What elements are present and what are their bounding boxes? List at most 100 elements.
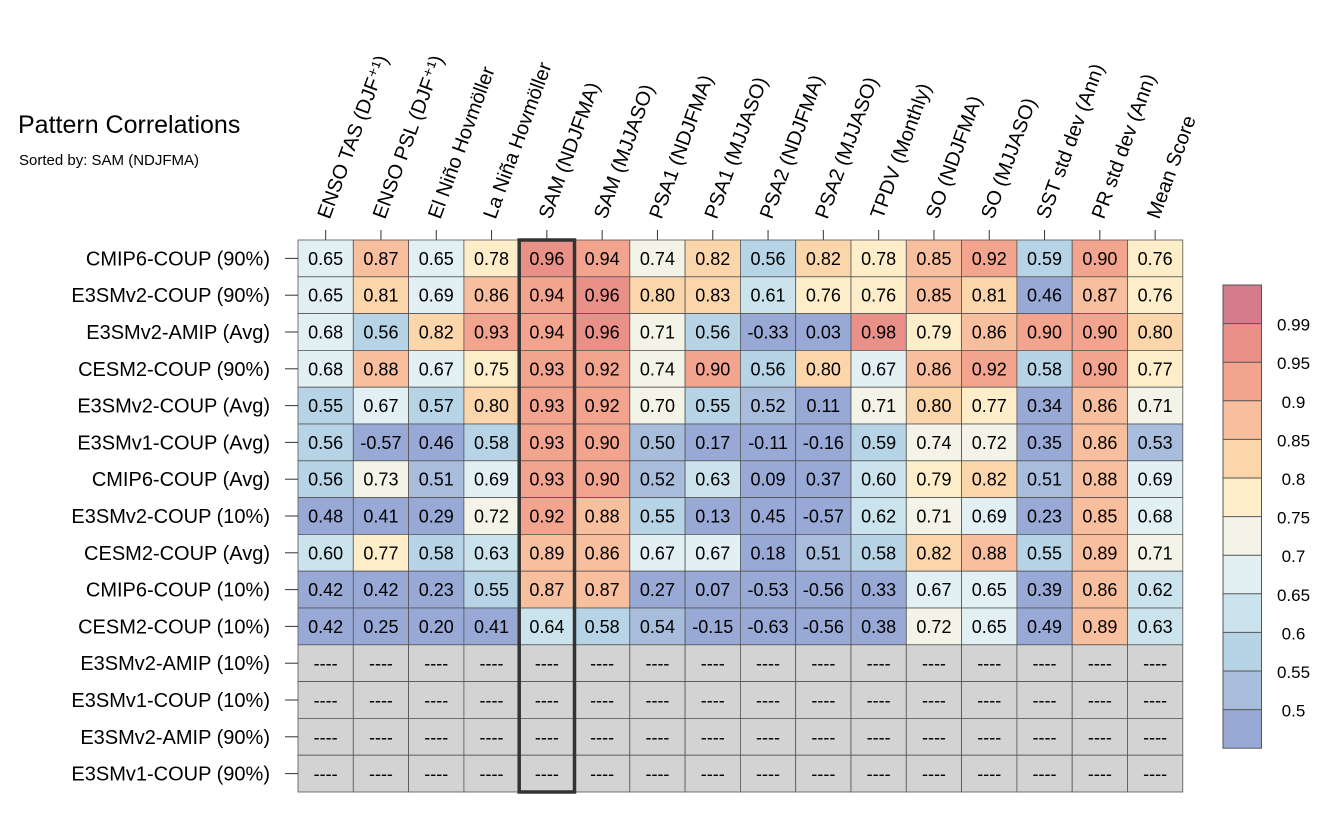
cell-value: 0.79 bbox=[916, 323, 951, 343]
cell-value: ---- bbox=[756, 654, 780, 674]
cell-value: ---- bbox=[590, 764, 614, 784]
cell-value: 0.67 bbox=[861, 359, 896, 379]
cell-value: 0.49 bbox=[1027, 617, 1062, 637]
cell-value: 0.77 bbox=[1138, 359, 1173, 379]
cell-value: 0.48 bbox=[308, 507, 343, 527]
cell-value: 0.56 bbox=[751, 359, 786, 379]
cell-value: 0.96 bbox=[529, 249, 564, 269]
heatmap-cell bbox=[408, 644, 465, 682]
row-label: E3SMv1-COUP (90%) bbox=[71, 764, 270, 786]
cell-value: 0.77 bbox=[363, 543, 398, 563]
row-labels: CMIP6-COUP (90%) E3SMv2-COUP (90%) E3SMv2-… bbox=[71, 248, 298, 786]
cell-value: 0.51 bbox=[806, 543, 841, 563]
colorbar-bin bbox=[1223, 285, 1262, 324]
heatmap-cell bbox=[629, 313, 686, 351]
cell-value: 0.67 bbox=[640, 543, 675, 563]
cell-value: 0.63 bbox=[1138, 617, 1173, 637]
cell-value: 0.88 bbox=[363, 359, 398, 379]
cell-value: ---- bbox=[1088, 764, 1112, 784]
heatmap-cell bbox=[463, 386, 520, 425]
heatmap-cell bbox=[463, 313, 520, 351]
heatmap-cell bbox=[684, 423, 741, 462]
colorbar-label: 0.6 bbox=[1282, 624, 1306, 643]
cell-value: 0.69 bbox=[419, 286, 454, 306]
heatmap-cell bbox=[352, 718, 409, 756]
cell-value: ---- bbox=[701, 727, 725, 747]
cell-value: 0.89 bbox=[1082, 617, 1117, 637]
row-label: E3SMv2-COUP (Avg) bbox=[77, 396, 270, 418]
cell-value: 0.60 bbox=[308, 543, 343, 563]
cell-value: 0.96 bbox=[585, 286, 620, 306]
heatmap-cell bbox=[463, 607, 520, 646]
cell-value: 0.56 bbox=[751, 249, 786, 269]
heatmap-cell bbox=[795, 386, 852, 425]
heatmap-cell bbox=[408, 239, 465, 278]
cell-value: ---- bbox=[424, 727, 448, 747]
heatmap-cell bbox=[574, 570, 631, 609]
heatmap-cell bbox=[740, 313, 797, 351]
cell-value: 0.68 bbox=[308, 323, 343, 343]
heatmap-cell bbox=[1016, 497, 1073, 535]
heatmap-cell bbox=[740, 681, 797, 719]
chart-title: Pattern Correlations bbox=[18, 111, 241, 139]
heatmap-cell bbox=[740, 349, 797, 388]
heatmap-cell bbox=[1127, 313, 1184, 351]
colorbar-bin bbox=[1223, 671, 1262, 710]
cell-value: ---- bbox=[756, 727, 780, 747]
cell-value: 0.94 bbox=[529, 323, 564, 343]
cell-value: ---- bbox=[867, 691, 891, 711]
heatmap-cell bbox=[1071, 386, 1128, 425]
heatmap-cell bbox=[684, 644, 741, 682]
heatmap-cell bbox=[740, 534, 797, 572]
cell-value: 0.71 bbox=[1138, 396, 1173, 416]
heatmap-cell bbox=[297, 607, 354, 646]
cell-value: -0.57 bbox=[360, 433, 401, 453]
heatmap-cell bbox=[1016, 276, 1073, 314]
cell-value: 0.62 bbox=[861, 507, 896, 527]
heatmap-cell bbox=[850, 534, 907, 572]
heatmap-cell bbox=[740, 497, 797, 535]
cell-value: ---- bbox=[922, 654, 946, 674]
cell-value: ---- bbox=[867, 654, 891, 674]
heatmap-cell bbox=[961, 423, 1018, 462]
cell-value: 0.50 bbox=[640, 433, 675, 453]
cell-value: 0.80 bbox=[474, 396, 509, 416]
heatmap-cell bbox=[297, 718, 354, 756]
cell-value: 0.80 bbox=[640, 286, 675, 306]
colorbar: 0.99 0.95 0.9 0.85 0.8 0.75 0.7 0.65 0.6 0.55 0.5 bbox=[1222, 284, 1310, 749]
heatmap-cell bbox=[352, 497, 409, 535]
heatmap-cell bbox=[1016, 386, 1073, 425]
heatmap-cell bbox=[1071, 570, 1128, 609]
heatmap-cell bbox=[1071, 681, 1128, 719]
heatmap-cell bbox=[297, 313, 354, 351]
cell-value: -0.11 bbox=[748, 433, 788, 453]
colorbar-bin bbox=[1223, 439, 1262, 478]
cell-value: 0.55 bbox=[308, 396, 343, 416]
heatmap-cell bbox=[961, 718, 1018, 756]
row-label: CMIP6-COUP (10%) bbox=[86, 580, 270, 602]
heatmap-cell bbox=[1127, 276, 1184, 314]
cell-value: 0.29 bbox=[419, 507, 454, 527]
cell-value: ---- bbox=[369, 691, 393, 711]
cell-value: 0.11 bbox=[806, 396, 840, 416]
heatmap-cell bbox=[408, 349, 465, 388]
heatmap-cell bbox=[352, 386, 409, 425]
heatmap-cell bbox=[463, 681, 520, 719]
cell-value: -0.57 bbox=[803, 507, 844, 527]
heatmap-cell bbox=[1127, 386, 1184, 425]
cell-value: 0.20 bbox=[419, 617, 454, 637]
heatmap-cell bbox=[408, 754, 465, 793]
heatmap-cell bbox=[463, 754, 520, 793]
cell-value: 0.13 bbox=[695, 507, 730, 527]
cell-value: 0.93 bbox=[529, 470, 564, 490]
cell-value: ---- bbox=[977, 654, 1001, 674]
heatmap-cell bbox=[684, 718, 741, 756]
cell-value: 0.94 bbox=[529, 286, 564, 306]
cell-value: 0.62 bbox=[1138, 580, 1173, 600]
heatmap-cell bbox=[518, 718, 575, 756]
cell-value: 0.41 bbox=[363, 507, 398, 527]
cell-value: 0.58 bbox=[1027, 359, 1062, 379]
cell-value: 0.86 bbox=[972, 323, 1007, 343]
cell-value: ---- bbox=[1088, 654, 1112, 674]
